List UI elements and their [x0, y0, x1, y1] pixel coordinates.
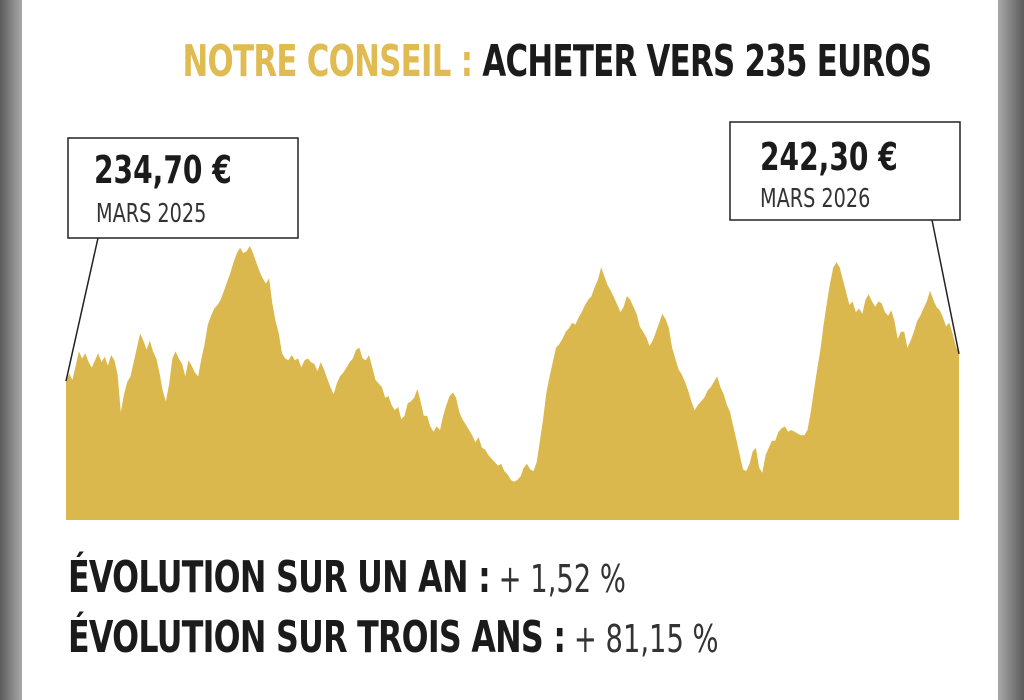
headline-prefix: NOTRE CONSEIL : — [182, 36, 473, 87]
end-callout-box — [729, 121, 961, 221]
start-price: 234,70 € — [94, 148, 232, 192]
stat-one-year: ÉVOLUTION SUR UN AN : + 1,52 % — [68, 548, 716, 608]
left-frame-shadow — [0, 0, 22, 700]
headline-suffix: ACHETER VERS 235 EUROS — [482, 36, 932, 87]
end-callout-leader — [931, 219, 960, 355]
start-callout-leader — [65, 237, 99, 382]
start-callout-box — [67, 137, 299, 239]
end-date: MARS 2026 — [760, 184, 870, 214]
card-panel: NOTRE CONSEIL : ACHETER VERS 235 EUROS — [22, 0, 998, 700]
end-price: 242,30 € — [760, 135, 898, 179]
stat-one-year-value: + 1,52 % — [498, 557, 626, 601]
headline: NOTRE CONSEIL : ACHETER VERS 235 EUROS — [22, 30, 998, 100]
stat-one-year-label: ÉVOLUTION SUR UN AN : — [68, 552, 491, 603]
headline-text: NOTRE CONSEIL : ACHETER VERS 235 EUROS — [182, 30, 932, 94]
start-date: MARS 2025 — [96, 199, 206, 229]
price-area — [66, 246, 959, 520]
stat-three-years-label: ÉVOLUTION SUR TROIS ANS : — [68, 612, 566, 663]
stat-three-years-value: + 81,15 % — [573, 617, 719, 661]
stats-block: ÉVOLUTION SUR UN AN : + 1,52 % ÉVOLUTION … — [68, 548, 968, 668]
right-frame-shadow — [998, 0, 1024, 700]
stat-three-years: ÉVOLUTION SUR TROIS ANS : + 81,15 % — [68, 608, 719, 668]
